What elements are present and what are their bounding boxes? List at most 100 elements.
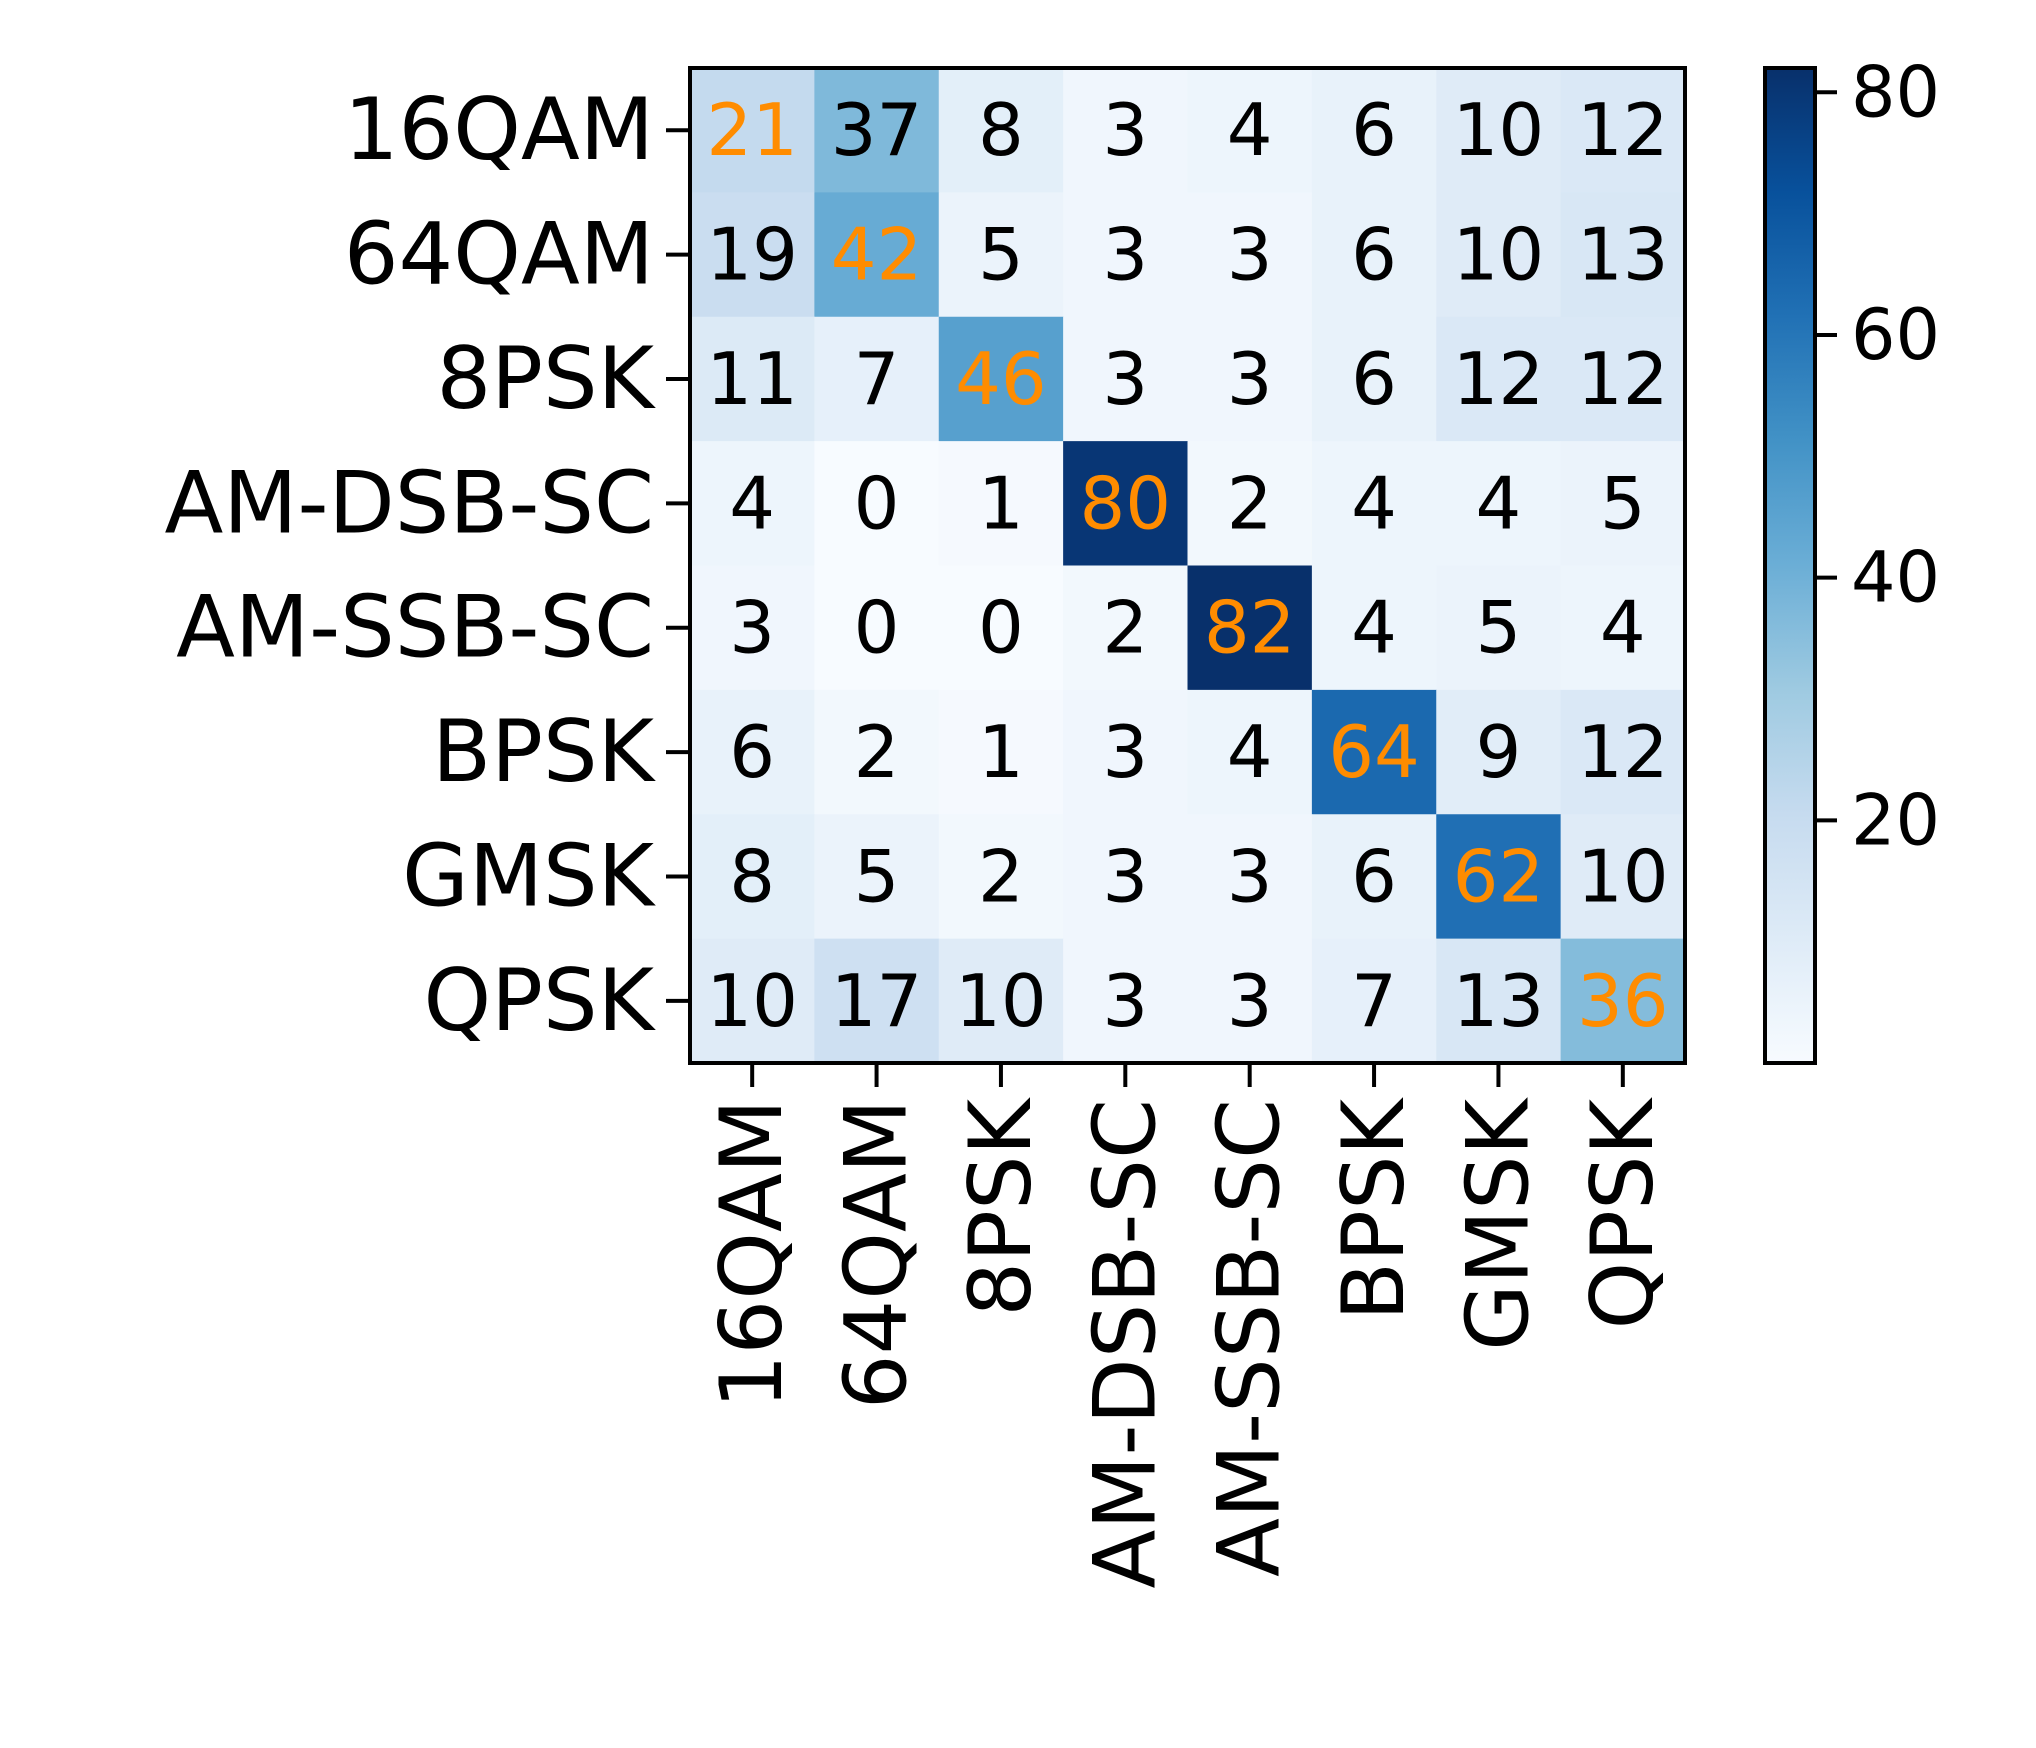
heatmap-cell (1436, 689, 1562, 815)
cell-value-label: 12 (1577, 337, 1669, 421)
heatmap-cell (1311, 192, 1437, 318)
cell-value-label: 4 (1600, 586, 1646, 670)
cell-value-label: 4 (1351, 461, 1397, 545)
cell-value-label: 5 (854, 834, 900, 918)
cell-value-label: 10 (1577, 834, 1669, 918)
heatmap-cell (1311, 689, 1437, 815)
y-tick-label: BPSK (432, 702, 656, 802)
x-axis: 16QAM 64QAM 8PSK AM-DSB-SC AM-SSB-SC BPSK GMSK… (702, 1063, 1673, 1589)
heatmap-cell (1311, 441, 1437, 566)
cell-value-label: 3 (1102, 337, 1148, 421)
cell-value-label: 3 (1102, 213, 1148, 297)
heatmap-cell (1560, 192, 1686, 318)
y-tick-label: 8PSK (436, 329, 656, 429)
x-tick-label: 16QAM (702, 1099, 802, 1409)
cell-value-label: 8 (729, 834, 775, 918)
heatmap-cell (1311, 938, 1437, 1064)
y-tick-label: 64QAM (344, 205, 654, 305)
colorbar-axis: 20 40 60 80 (1815, 51, 1940, 861)
heatmap-cell (1311, 68, 1437, 193)
y-tick-label: QPSK (423, 951, 656, 1051)
heatmap-cell (690, 441, 815, 566)
x-tick-label: AM-SSB-SC (1200, 1099, 1300, 1577)
heatmap-cell (690, 192, 815, 318)
heatmap-cell (1560, 565, 1686, 691)
heatmap-cell (938, 441, 1064, 566)
x-tick-label: GMSK (1448, 1096, 1548, 1350)
colorbar-tick-label: 60 (1851, 294, 1940, 376)
cell-value-label: 4 (1227, 88, 1273, 172)
cell-value-label: 3 (1102, 834, 1148, 918)
cell-value-label: 5 (978, 213, 1024, 297)
heatmap-cell (938, 68, 1064, 193)
x-tick-label: QPSK (1573, 1096, 1673, 1329)
cell-value-label: 3 (1102, 959, 1148, 1043)
cell-value-label: 17 (831, 959, 923, 1043)
cell-value-label: 4 (1351, 586, 1397, 670)
heatmap-cell (814, 68, 940, 193)
cell-value-label: 1 (978, 461, 1024, 545)
y-axis: 16QAM 64QAM 8PSK AM-DSB-SC AM-SSB-SC BPSK GMSK… (164, 80, 690, 1051)
heatmap-cell (1063, 316, 1188, 442)
heatmap-cells (690, 68, 1686, 1064)
cell-value-label: 6 (1351, 834, 1397, 918)
cell-value-label: 3 (1102, 710, 1148, 794)
heatmap-cell (1311, 565, 1437, 691)
cell-value-label: 36 (1577, 959, 1669, 1043)
heatmap-cell (1187, 68, 1313, 193)
heatmap-cell (1436, 565, 1562, 691)
heatmap-cell (1560, 68, 1686, 193)
heatmap-cell (814, 565, 940, 691)
heatmap-cell (938, 814, 1064, 940)
heatmap-cell (690, 565, 815, 691)
cell-value-label: 3 (1227, 337, 1273, 421)
cell-value-label: 3 (1227, 213, 1273, 297)
heatmap-cell (1436, 441, 1562, 566)
cell-value-label: 0 (854, 586, 900, 670)
cell-value-label: 64 (1328, 710, 1420, 794)
x-tick-label: 64QAM (827, 1099, 927, 1409)
heatmap-cell (1187, 938, 1313, 1064)
heatmap-cell (814, 814, 940, 940)
heatmap-cell (1187, 814, 1313, 940)
heatmap-cell (1560, 938, 1686, 1064)
cell-value-label: 46 (955, 337, 1047, 421)
cell-value-label: 3 (729, 586, 775, 670)
cell-value-label: 13 (1453, 959, 1545, 1043)
cell-value-label: 2 (854, 710, 900, 794)
heatmap-cell (690, 689, 815, 815)
heatmap-cell (1063, 68, 1188, 193)
cell-value-label: 0 (854, 461, 900, 545)
heatmap-cell (938, 192, 1064, 318)
heatmap-cell (1187, 565, 1313, 691)
cell-value-label: 4 (1476, 461, 1522, 545)
y-tick-label: AM-DSB-SC (164, 453, 654, 553)
heatmap-cell (690, 814, 815, 940)
heatmap-cell (690, 68, 815, 193)
cell-value-label: 7 (1351, 959, 1397, 1043)
heatmap-cell (814, 192, 940, 318)
heatmap-cell (1560, 689, 1686, 815)
cell-value-label: 7 (854, 337, 900, 421)
cell-value-label: 11 (706, 337, 798, 421)
heatmap-cell (814, 441, 940, 566)
heatmap-cell (938, 316, 1064, 442)
heatmap-cell (1187, 441, 1313, 566)
heatmap-cell (814, 316, 940, 442)
colorbar-tick-label: 40 (1851, 537, 1940, 619)
y-tick-label: 16QAM (344, 80, 654, 180)
y-tick-label: GMSK (402, 826, 656, 926)
cell-value-label: 6 (729, 710, 775, 794)
cell-value-label: 62 (1453, 834, 1545, 918)
cell-value-label: 3 (1227, 834, 1273, 918)
heatmap-cell (1436, 68, 1562, 193)
cell-value-label: 2 (1102, 586, 1148, 670)
cell-value-label: 12 (1577, 710, 1669, 794)
cell-value-label: 37 (831, 88, 923, 172)
cell-value-label: 8 (978, 88, 1024, 172)
cell-value-label: 1 (978, 710, 1024, 794)
heatmap-cell (1560, 441, 1686, 566)
cell-value-label: 10 (955, 959, 1047, 1043)
cell-value-label: 21 (706, 88, 798, 172)
cell-value-label: 10 (1453, 213, 1545, 297)
